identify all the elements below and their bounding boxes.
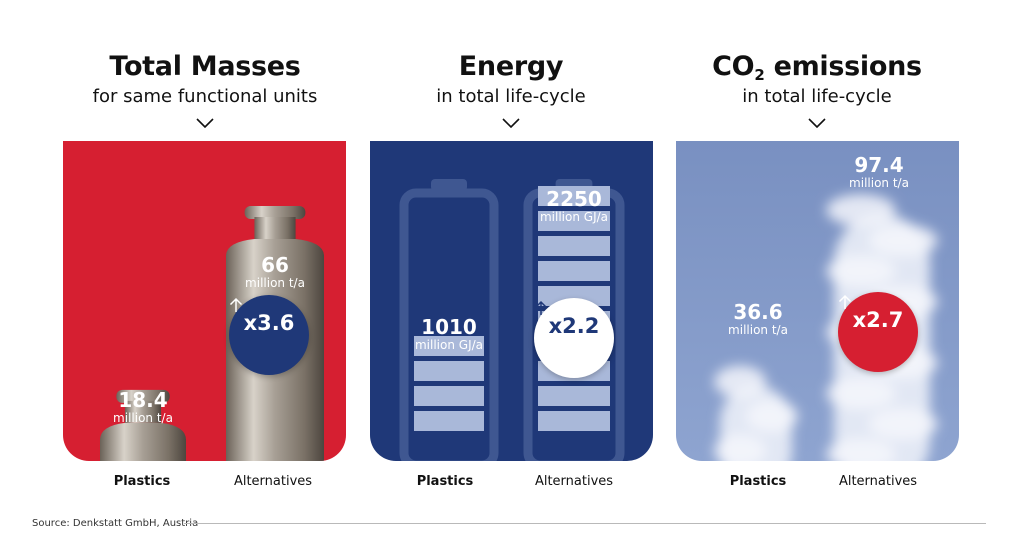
chevron-down-icon: [502, 118, 520, 128]
weight-neck: [254, 217, 296, 239]
arrow-up-icon: [838, 294, 852, 309]
weight-neck: [124, 400, 162, 423]
value-number: 1010: [421, 315, 477, 339]
arrow-up-icon: [229, 297, 243, 312]
weight-body: [100, 438, 186, 461]
value-label-alternatives: 2250 million GJ/a: [532, 188, 616, 224]
heading-total-masses: Total Masses for same functional units: [55, 50, 355, 128]
category-label-alternatives: Alternatives: [838, 474, 918, 489]
heading-subtitle: in total life-cycle: [436, 86, 586, 107]
smoke-puff: [868, 224, 938, 257]
smoke-puff: [714, 434, 767, 461]
heading-subtitle: for same functional units: [92, 86, 318, 107]
chevron-down-icon: [808, 118, 826, 128]
value-label-plastics: 1010 million GJ/a: [407, 316, 491, 352]
battery-terminal: [431, 179, 467, 191]
smoke-puff: [714, 365, 767, 398]
weight-knob: [244, 206, 306, 219]
value-unit: million GJ/a: [539, 210, 609, 224]
value-unit: million t/a: [849, 176, 909, 190]
battery-segment: [538, 386, 610, 406]
multiplier-badge: x2.2: [534, 298, 614, 378]
weight-knob: [116, 389, 170, 403]
chart-panel-energy: 1010 million GJ/a 2250 million GJ/a x2.2: [370, 141, 653, 461]
heading-energy: Energy in total life-cycle: [361, 50, 661, 128]
battery-segment: [538, 236, 610, 256]
value-label-plastics: 18.4 million t/a: [103, 389, 183, 425]
category-label-alternatives: Alternatives: [233, 474, 313, 489]
weight-shoulder: [100, 422, 186, 440]
heading-title: CO2 emissions: [712, 51, 922, 84]
heading-title: Energy: [458, 51, 564, 82]
multiplier-label: x2.2: [548, 314, 600, 338]
value-number: 66: [261, 253, 289, 277]
value-unit: million t/a: [113, 411, 173, 425]
value-number: 97.4: [854, 153, 904, 177]
value-number: 2250: [546, 187, 602, 211]
multiplier-label: x3.6: [243, 311, 295, 335]
weight-shoulder: [226, 239, 324, 256]
battery-segment: [414, 386, 484, 406]
smoke-puff: [826, 255, 896, 288]
category-label-plastics: Plastics: [113, 474, 171, 489]
heading-subtitle: in total life-cycle: [742, 86, 892, 107]
value-number: 18.4: [118, 388, 168, 412]
heading-title: Total Masses: [109, 51, 301, 82]
battery-segment: [538, 411, 610, 431]
value-number: 36.6: [733, 300, 783, 324]
category-label-plastics: Plastics: [416, 474, 474, 489]
smoke-mark-plastics: [714, 365, 798, 461]
weight-mark-plastics: [100, 389, 186, 461]
chevron-down-icon: [196, 118, 214, 128]
battery-segment: [414, 336, 484, 356]
value-unit: million t/a: [728, 323, 788, 337]
battery-segment: [538, 261, 610, 281]
value-unit: million GJ/a: [414, 338, 484, 352]
heading-co2-emissions: CO2 emissions in total life-cycle: [667, 50, 967, 128]
battery-outline: [399, 188, 499, 461]
battery-mark-plastics: [399, 179, 499, 461]
battery-segment: [538, 186, 610, 206]
battery-segment: [414, 411, 484, 431]
smoke-puff: [868, 407, 938, 440]
chart-panel-masses: 18.4 million t/a 66 million t/a x3.6: [63, 141, 346, 461]
battery-segment: [538, 211, 610, 231]
value-label-alternatives: 97.4 million t/a: [839, 154, 919, 190]
value-unit: million t/a: [245, 276, 305, 290]
chart-panel-co2: 36.6 million t/a 97.4 million t/a x2.7: [676, 141, 959, 461]
divider-line: [184, 523, 986, 524]
source-note: Source: Denkstatt GmbH, Austria: [32, 518, 199, 529]
smoke-puff: [745, 400, 798, 433]
battery-segment: [414, 361, 484, 381]
category-label-alternatives: Alternatives: [534, 474, 614, 489]
multiplier-label: x2.7: [852, 308, 904, 332]
value-label-plastics: 36.6 million t/a: [718, 301, 798, 337]
arrow-up-icon: [534, 300, 548, 315]
category-label-plastics: Plastics: [729, 474, 787, 489]
smoke-puff: [826, 194, 896, 226]
smoke-puff: [826, 438, 896, 461]
multiplier-badge: x3.6: [229, 295, 309, 375]
multiplier-badge: x2.7: [838, 292, 918, 372]
value-label-alternatives: 66 million t/a: [235, 254, 315, 290]
smoke-puff: [826, 377, 896, 410]
